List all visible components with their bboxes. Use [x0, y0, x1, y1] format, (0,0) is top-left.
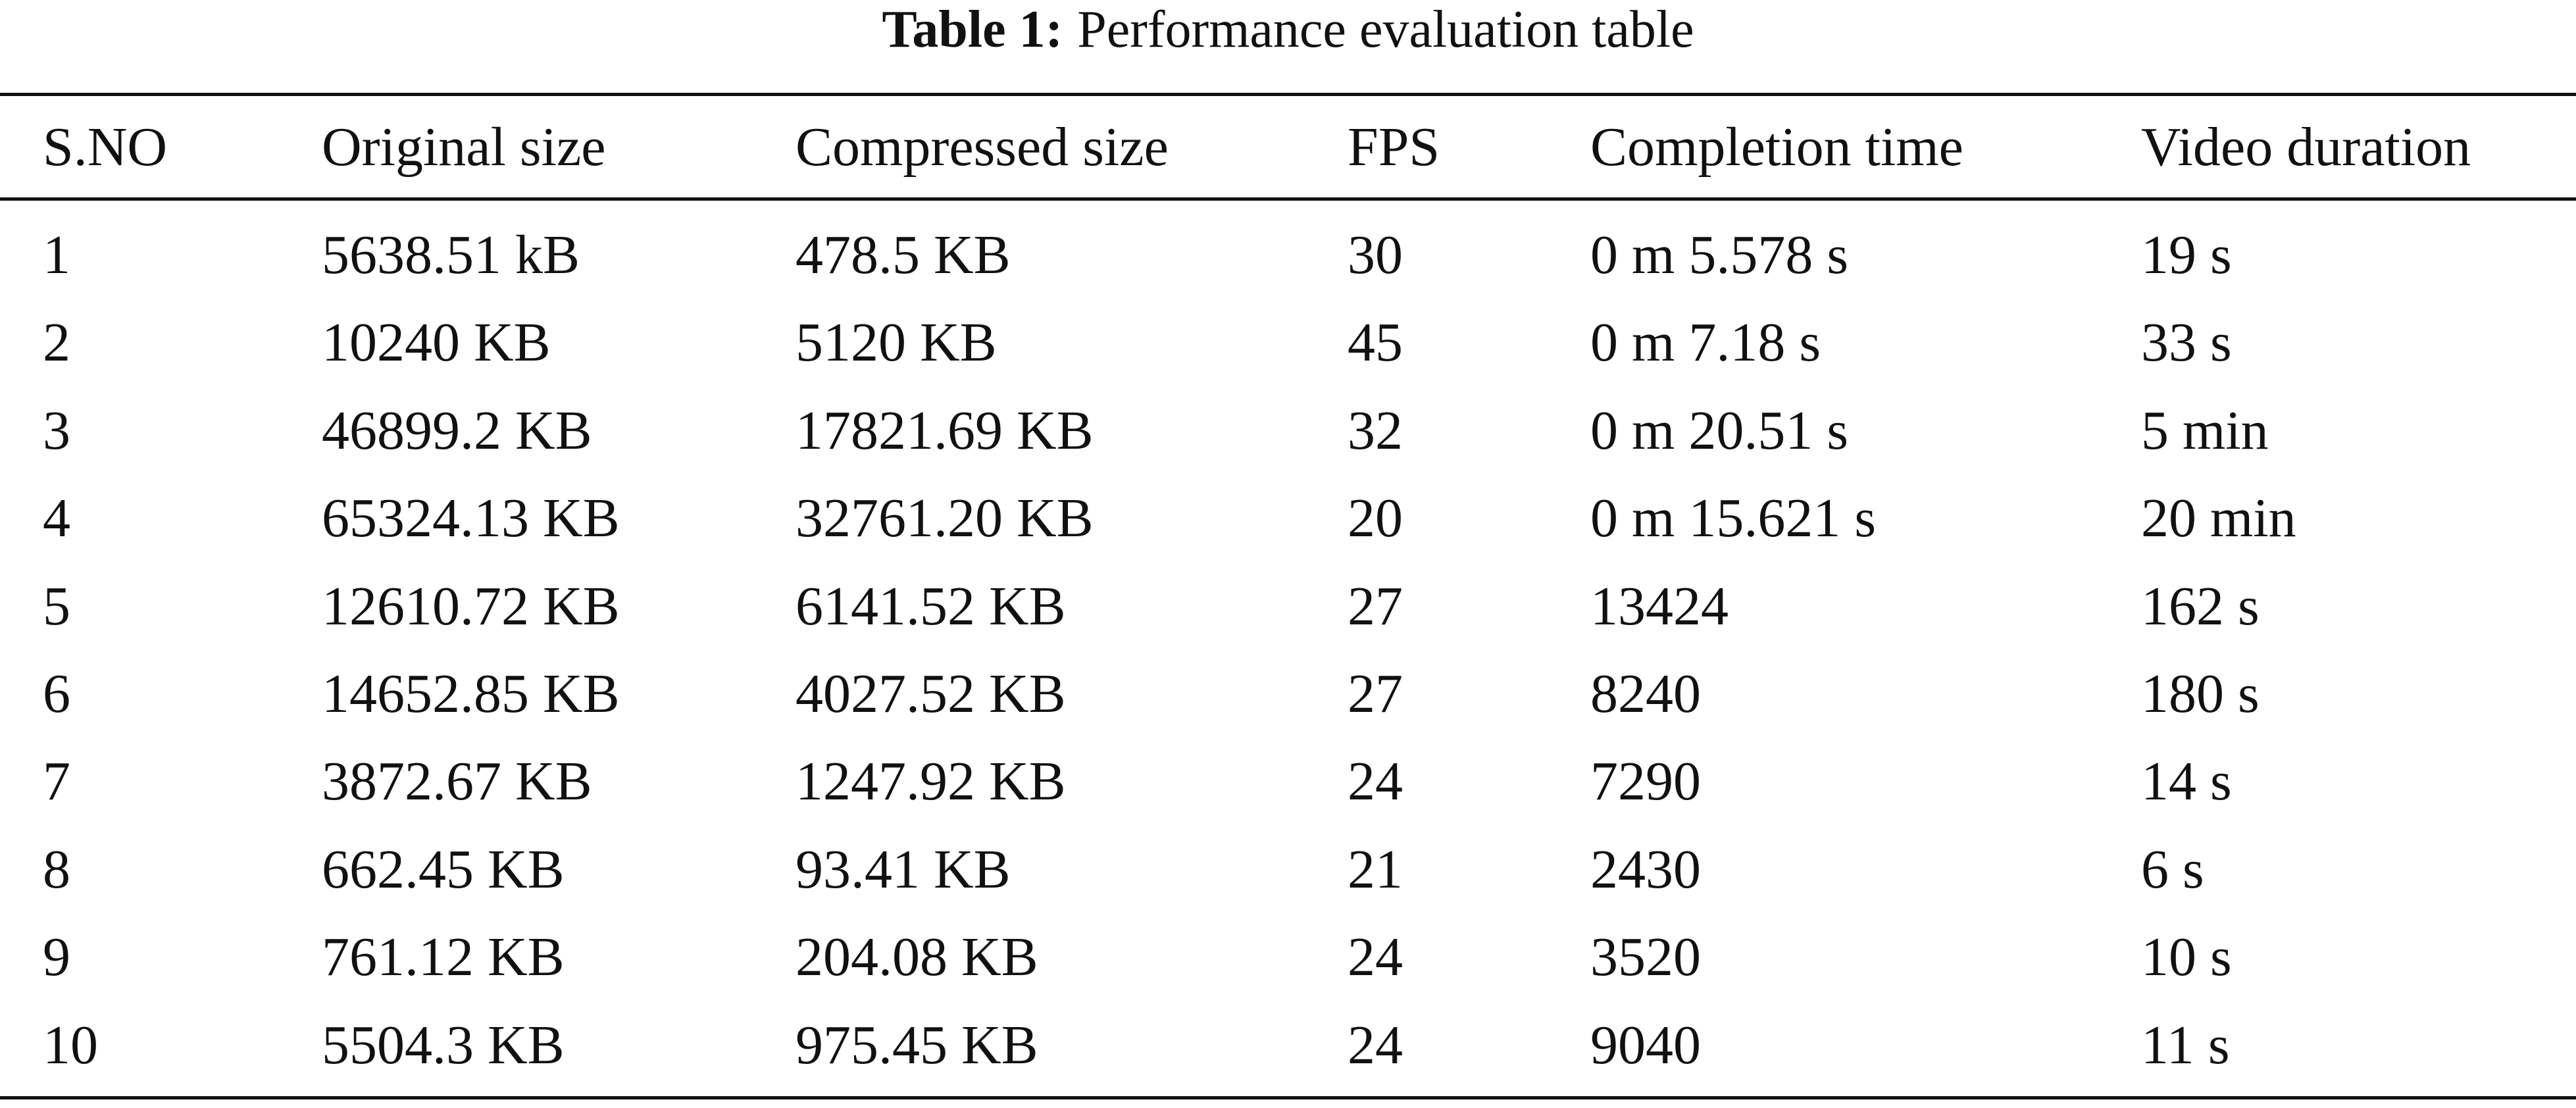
table-cell: 7	[43, 751, 70, 813]
caption-text: Performance evaluation table	[1077, 1, 1694, 59]
table-cell: 13424	[1590, 575, 1729, 637]
header-cell: Original size	[322, 116, 606, 178]
table-cell: 10240 KB	[322, 312, 551, 374]
table-cell: 0 m 7.18 s	[1590, 312, 1821, 374]
table-cell: 1	[43, 224, 70, 286]
table-cell: 0 m 15.621 s	[1590, 488, 1877, 549]
table-cell: 3520	[1590, 926, 1701, 988]
table-cell: 30	[1348, 224, 1403, 286]
table-cell: 32	[1348, 399, 1403, 461]
table-cell: 11 s	[2141, 1014, 2230, 1076]
table-cell: 4	[43, 488, 70, 549]
table-cell: 10 s	[2141, 926, 2232, 988]
table-cell: 662.45 KB	[322, 838, 565, 900]
table-cell: 0 m 20.51 s	[1590, 399, 1849, 461]
table-cell: 3	[43, 399, 70, 461]
table-cell: 6141.52 KB	[796, 575, 1066, 637]
table-cell: 19 s	[2141, 224, 2232, 286]
table-cell: 21	[1348, 838, 1403, 900]
table-cell: 20 min	[2141, 488, 2296, 549]
table-cell: 10	[43, 1014, 98, 1076]
table-cell: 24	[1348, 751, 1403, 813]
table-cell: 204.08 KB	[796, 926, 1038, 988]
table-cell: 9040	[1590, 1014, 1701, 1076]
table-cell: 33 s	[2141, 312, 2232, 374]
table-cell: 5	[43, 575, 70, 637]
table-cell: 45	[1348, 312, 1403, 374]
table-cell: 5504.3 KB	[322, 1014, 565, 1076]
table-cell: 14 s	[2141, 751, 2232, 813]
caption-label: Table 1:	[882, 1, 1063, 59]
table-cell: 14652.85 KB	[322, 663, 620, 724]
header-cell: Completion time	[1590, 116, 1963, 178]
table-cell: 761.12 KB	[322, 926, 565, 988]
table-cell: 27	[1348, 663, 1403, 724]
header-rule	[0, 197, 2576, 201]
header-cell: FPS	[1348, 116, 1440, 178]
table-caption: Table 1: Performance evaluation table	[0, 3, 2576, 56]
header-cell: S.NO	[43, 116, 168, 178]
bottom-rule	[0, 1096, 2576, 1099]
table-cell: 12610.72 KB	[322, 575, 620, 637]
table-cell: 32761.20 KB	[796, 488, 1094, 549]
table-cell: 93.41 KB	[796, 838, 1011, 900]
table-cell: 2430	[1590, 838, 1701, 900]
table-cell: 9	[43, 926, 70, 988]
table-cell: 975.45 KB	[796, 1014, 1038, 1076]
table-cell: 46899.2 KB	[322, 399, 592, 461]
table-cell: 8	[43, 838, 70, 900]
table-cell: 8240	[1590, 663, 1701, 724]
table-cell: 27	[1348, 575, 1403, 637]
table-cell: 3872.67 KB	[322, 751, 592, 813]
table-cell: 180 s	[2141, 663, 2260, 724]
header-cell: Compressed size	[796, 116, 1169, 178]
table-cell: 6	[43, 663, 70, 724]
table-cell: 24	[1348, 926, 1403, 988]
table-cell: 20	[1348, 488, 1403, 549]
table-cell: 6 s	[2141, 838, 2204, 900]
table-cell: 1247.92 KB	[796, 751, 1066, 813]
table-cell: 17821.69 KB	[796, 399, 1094, 461]
table-cell: 5 min	[2141, 399, 2269, 461]
header-cell: Video duration	[2141, 116, 2471, 178]
table-cell: 2	[43, 312, 70, 374]
table-cell: 0 m 5.578 s	[1590, 224, 1849, 286]
table-cell: 4027.52 KB	[796, 663, 1066, 724]
table-cell: 7290	[1590, 751, 1701, 813]
table-cell: 5638.51 kB	[322, 224, 580, 286]
top-rule	[0, 93, 2576, 96]
table-cell: 478.5 KB	[796, 224, 1011, 286]
table-cell: 65324.13 KB	[322, 488, 620, 549]
table-cell: 24	[1348, 1014, 1403, 1076]
table-cell: 162 s	[2141, 575, 2260, 637]
table-cell: 5120 KB	[796, 312, 997, 374]
